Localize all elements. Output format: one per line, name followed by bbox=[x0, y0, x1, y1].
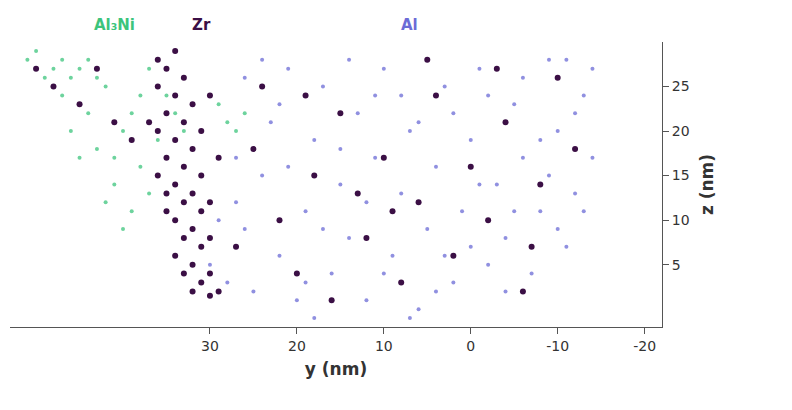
svg-text:20: 20 bbox=[672, 123, 690, 139]
svg-text:0: 0 bbox=[466, 338, 475, 354]
svg-text:Al₃Ni: Al₃Ni bbox=[94, 16, 135, 34]
svg-text:z (nm): z (nm) bbox=[697, 154, 717, 215]
svg-text:y (nm): y (nm) bbox=[305, 359, 367, 379]
svg-text:30: 30 bbox=[201, 338, 219, 354]
svg-text:Al: Al bbox=[401, 16, 418, 34]
svg-text:15: 15 bbox=[672, 167, 690, 183]
svg-text:-10: -10 bbox=[546, 338, 569, 354]
svg-text:-20: -20 bbox=[633, 338, 656, 354]
svg-text:10: 10 bbox=[375, 338, 393, 354]
svg-text:25: 25 bbox=[672, 78, 690, 94]
svg-text:5: 5 bbox=[672, 257, 681, 273]
svg-text:20: 20 bbox=[288, 338, 306, 354]
svg-text:10: 10 bbox=[672, 212, 690, 228]
svg-text:Zr: Zr bbox=[192, 16, 211, 34]
